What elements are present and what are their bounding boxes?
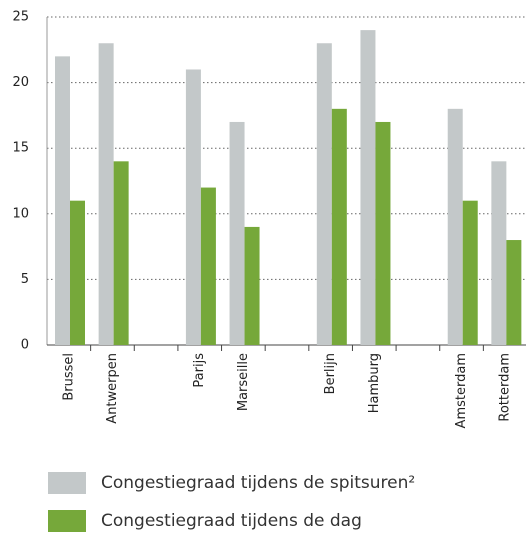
y-tick-label: 5 [21,272,29,287]
x-tick-label: Parijs [192,353,207,388]
x-tick-label: Antwerpen [105,353,120,424]
x-tick-label: Hamburg [367,353,382,413]
bar [447,108,463,345]
bar [185,69,201,345]
bar [506,240,522,345]
x-tick-label: Berlijn [323,353,338,394]
y-tick-label: 10 [12,206,29,221]
bar [244,226,260,345]
bar [360,30,376,346]
x-tick-label: Rotterdam [498,353,513,422]
bar [229,121,245,346]
bar [375,121,391,346]
y-tick-label: 15 [12,141,29,156]
legend-swatch [48,510,86,532]
x-tick-label: Brussel [61,353,76,401]
bar [331,108,347,345]
y-tick-label: 25 [12,10,29,25]
x-tick-label: Marseille [236,353,251,411]
y-tick-label: 0 [21,338,29,353]
bar [462,200,478,345]
x-tick-label: Amsterdam [454,353,469,428]
bar [200,187,216,345]
bar [70,200,85,345]
bar [316,43,332,346]
legend-label: Congestiegraad tijdens de dag [101,511,362,531]
bar [55,56,70,346]
legend-label: Congestiegraad tijdens de spitsuren² [101,473,415,493]
bar [491,161,507,345]
y-tick-label: 20 [12,75,29,90]
bar [98,43,114,346]
legend-swatch [48,472,86,494]
bar [113,161,129,345]
